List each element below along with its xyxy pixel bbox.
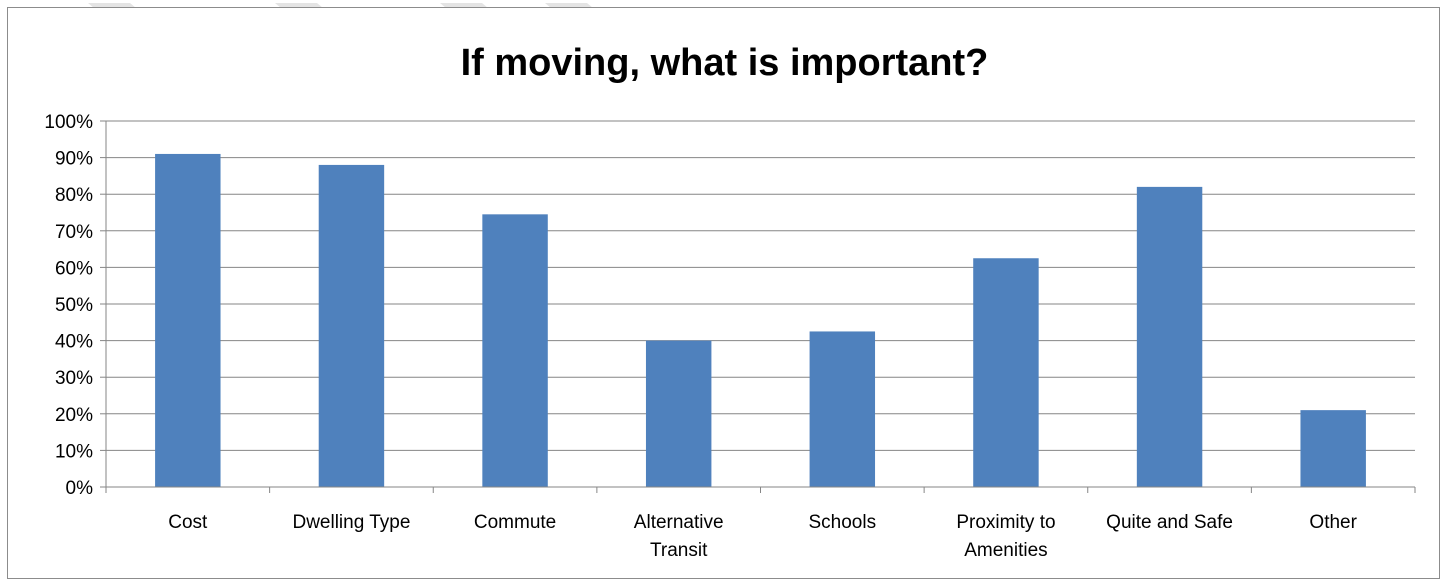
x-tick-label: Alternative [634,512,724,533]
bar [973,258,1039,487]
bar [1136,186,1203,487]
y-tick-label: 30% [55,368,93,389]
y-tick-label: 80% [55,185,93,206]
y-tick-label: 40% [55,332,93,353]
x-tick-label: Amenities [964,540,1047,561]
x-tick-label: Other [1309,512,1357,533]
y-tick-label: 20% [55,405,93,426]
tick-labels: 0% 10% 20% 30% 40% 50% 60% 70% 80% 90% 100% Cost Dwe… [44,112,1357,561]
bar [155,153,221,487]
axes [100,120,1416,493]
y-tick-label: 90% [55,149,93,170]
y-tick-label: 60% [55,258,93,279]
x-tick-label: Quite and Safe [1106,512,1233,533]
bar [645,340,712,487]
y-tick-label: 50% [55,295,93,316]
bar [809,331,876,487]
bars [155,153,1366,488]
bar [482,214,548,487]
x-tick-label: Transit [650,540,708,561]
x-tick-label: Cost [168,512,208,533]
x-tick-label: Dwelling Type [292,512,410,533]
bar [1300,410,1366,487]
x-tick-label: Commute [474,512,556,533]
gridlines [106,120,1415,451]
y-tick-label: 10% [55,441,93,462]
y-tick-label: 100% [44,112,93,133]
x-tick-label: Schools [809,512,877,533]
chart-title: If moving, what is important? [460,42,989,84]
y-tick-label: 0% [66,478,94,499]
y-tick-label: 70% [55,222,93,243]
x-tick-label: Proximity to [956,512,1055,533]
bar [318,164,385,488]
